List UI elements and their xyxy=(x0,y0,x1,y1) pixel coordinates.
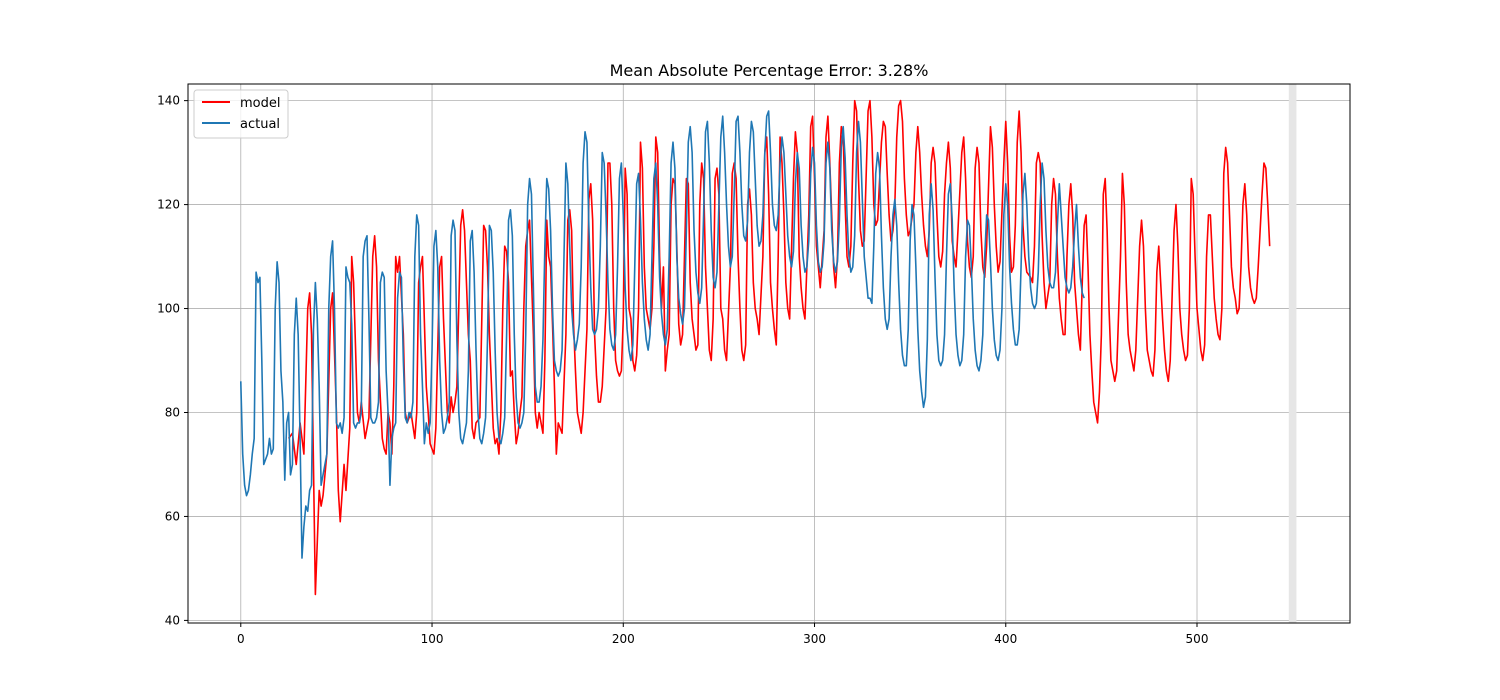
y-tick-label-80: 80 xyxy=(165,405,180,419)
x-tick-label-200: 200 xyxy=(612,632,635,646)
legend-label-actual: actual xyxy=(240,117,280,132)
series-line-actual xyxy=(239,110,1085,559)
x-tick-label-300: 300 xyxy=(803,632,826,646)
axis-ticks: 0 100 200 300 400 500 40 60 80 100 120 140 xyxy=(157,94,1208,646)
series-lines xyxy=(239,99,1271,596)
y-tick-label-100: 100 xyxy=(157,302,180,316)
x-tick-label-400: 400 xyxy=(994,632,1017,646)
x-tick-label-500: 500 xyxy=(1186,632,1209,646)
x-tick-label-100: 100 xyxy=(421,632,444,646)
forecast-shaded-region xyxy=(1288,84,1297,623)
y-tick-label-140: 140 xyxy=(157,94,180,108)
x-tick-label-0: 0 xyxy=(237,632,245,646)
plot-frame xyxy=(187,83,1351,624)
chart-title: Mean Absolute Percentage Error: 3.28% xyxy=(610,61,929,80)
y-tick-label-120: 120 xyxy=(157,198,180,212)
legend-label-model: model xyxy=(240,96,280,111)
y-tick-label-40: 40 xyxy=(165,613,180,627)
legend: model actual xyxy=(193,89,289,139)
y-tick-label-60: 60 xyxy=(165,509,180,523)
series-line-model xyxy=(287,99,1271,596)
